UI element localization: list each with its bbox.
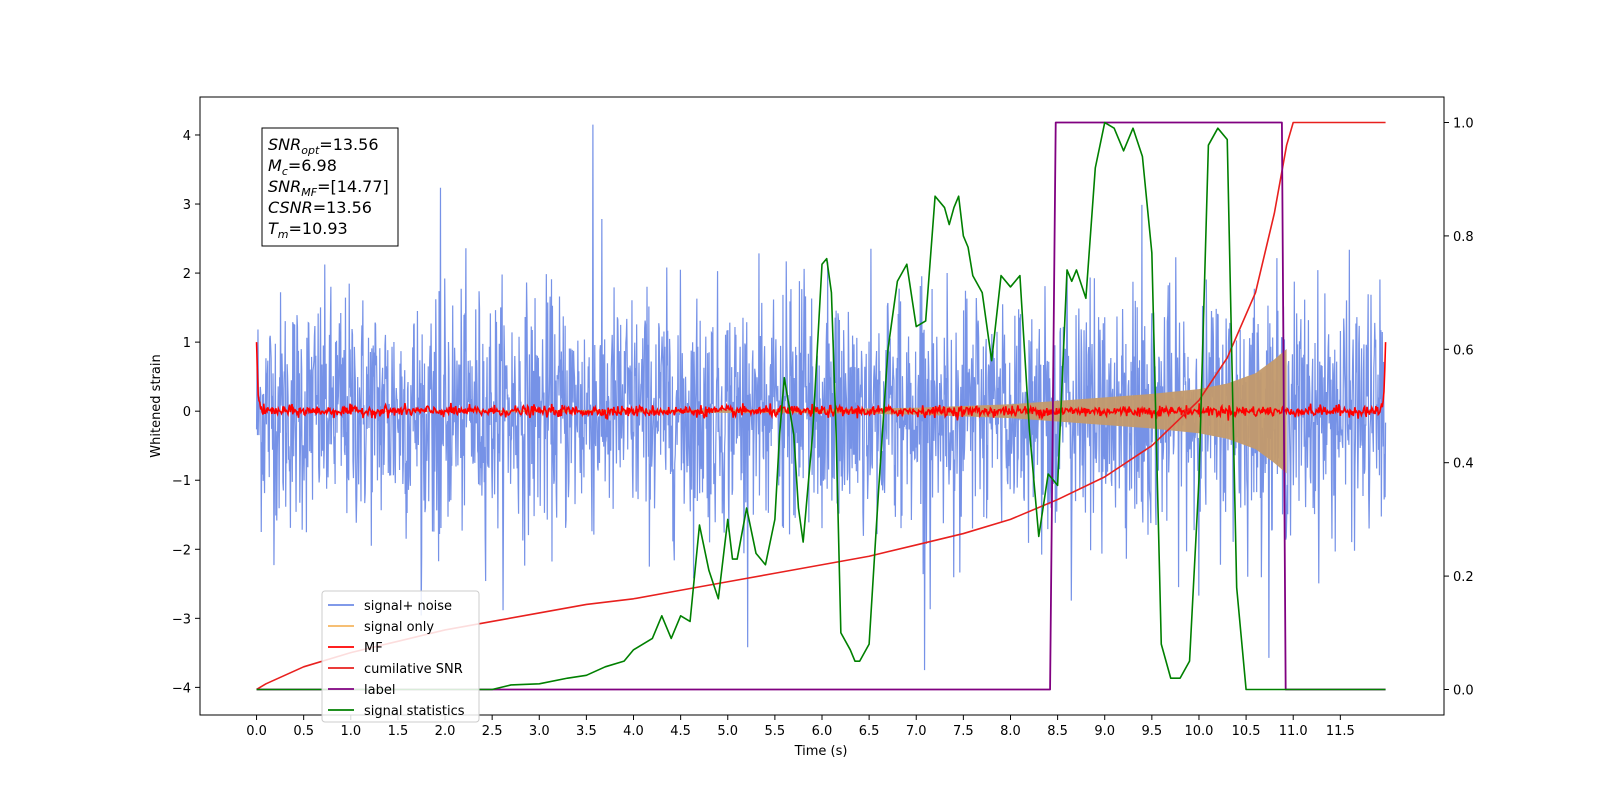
legend-label-text: cumilative SNR bbox=[364, 662, 463, 677]
x-tick-label: 1.5 bbox=[388, 724, 409, 739]
legend-label-text: signal only bbox=[364, 620, 434, 635]
x-tick-label: 2.0 bbox=[435, 724, 456, 739]
y-tick-label-right: 0.4 bbox=[1453, 457, 1474, 472]
x-tick-label: 6.0 bbox=[812, 724, 833, 739]
series-mf bbox=[255, 342, 1387, 421]
legend-label-text: label bbox=[364, 683, 395, 698]
x-tick-label: 7.0 bbox=[906, 724, 927, 739]
y-tick-label-right: 0.6 bbox=[1453, 343, 1474, 358]
series-signal-statistics bbox=[256, 121, 1386, 691]
legend-label-text: MF bbox=[364, 641, 383, 656]
y-tick-label-left: 2 bbox=[183, 267, 191, 282]
y-axis-left: 4 3 2 1 0 −1 −2 −3 −4 bbox=[172, 129, 200, 696]
x-tick-label: 2.5 bbox=[482, 724, 503, 739]
x-axis: 0.0 0.5 1.0 1.5 2.0 2.5 3.0 3.5 4.0 4.5 5.0 5.5 6.0 6… bbox=[246, 715, 1355, 739]
series-signal-noise bbox=[255, 124, 1387, 671]
x-tick-label: 4.0 bbox=[623, 724, 644, 739]
x-tick-label: 0.0 bbox=[246, 724, 267, 739]
y-tick-label-left: −3 bbox=[172, 612, 191, 627]
y-tick-label-left: 0 bbox=[183, 405, 191, 420]
x-tick-label: 4.5 bbox=[670, 724, 691, 739]
legend: signal+ noise signal only MF cumilative SNR… bbox=[321, 590, 480, 723]
series-signal-statistics-line bbox=[256, 121, 1386, 691]
x-tick-label: 3.5 bbox=[576, 724, 597, 739]
y-tick-label-left: 1 bbox=[183, 336, 191, 351]
legend-label-text: signal+ noise bbox=[364, 599, 452, 614]
y-tick-label-right: 0.2 bbox=[1453, 570, 1474, 585]
y-axis-label: Whitened strain bbox=[149, 354, 164, 457]
legend-mf: MF bbox=[328, 641, 383, 656]
x-tick-label: 11.0 bbox=[1279, 724, 1308, 739]
legend-label: label bbox=[328, 683, 395, 698]
signal-noise-line bbox=[255, 124, 1387, 671]
mf-line bbox=[255, 342, 1387, 421]
x-tick-label: 1.0 bbox=[340, 724, 361, 739]
legend-signal-noise: signal+ noise bbox=[328, 599, 452, 614]
legend-signal-statistics: signal statistics bbox=[328, 704, 465, 719]
x-tick-label: 11.5 bbox=[1326, 724, 1355, 739]
x-tick-label: 9.0 bbox=[1094, 724, 1115, 739]
x-tick-label: 8.0 bbox=[1000, 724, 1021, 739]
x-tick-label: 6.5 bbox=[859, 724, 880, 739]
y-tick-label-right: 1.0 bbox=[1453, 117, 1474, 132]
info-annotation-box: SNRopt=13.56 Mc=6.98 SNRMF=[14.77] CSNR=… bbox=[261, 127, 399, 247]
y-tick-label-left: −2 bbox=[172, 543, 191, 558]
legend-signal-only: signal only bbox=[328, 620, 434, 635]
snr-mf-text: SNRMF=[14.77] bbox=[268, 177, 389, 199]
y-tick-label-right: 0.0 bbox=[1453, 683, 1474, 698]
tm-text: Tm=10.93 bbox=[268, 219, 348, 241]
x-tick-label: 5.0 bbox=[717, 724, 738, 739]
mc-text: Mc=6.98 bbox=[268, 156, 337, 178]
x-tick-label: 5.5 bbox=[765, 724, 786, 739]
x-tick-label: 10.0 bbox=[1184, 724, 1213, 739]
x-tick-label: 9.5 bbox=[1142, 724, 1163, 739]
snr-opt-text: SNRopt=13.56 bbox=[268, 135, 379, 157]
csnr-text: CSNR=13.56 bbox=[268, 198, 372, 217]
y-tick-label-left: 4 bbox=[183, 129, 191, 144]
x-tick-label: 7.5 bbox=[953, 724, 974, 739]
y-tick-label-left: 3 bbox=[183, 198, 191, 213]
y-axis-right: 1.0 0.8 0.6 0.4 0.2 0.0 bbox=[1444, 117, 1474, 698]
y-tick-label-left: −1 bbox=[172, 474, 191, 489]
x-tick-label: 10.5 bbox=[1232, 724, 1261, 739]
x-tick-label: 0.5 bbox=[293, 724, 314, 739]
legend-cumulative-snr: cumilative SNR bbox=[328, 662, 463, 677]
y-tick-label-left: −4 bbox=[172, 681, 191, 696]
x-tick-label: 8.5 bbox=[1047, 724, 1068, 739]
legend-label-text: signal statistics bbox=[364, 704, 465, 719]
y-tick-label-right: 0.8 bbox=[1453, 230, 1474, 245]
x-tick-label: 3.0 bbox=[529, 724, 550, 739]
x-axis-label: Time (s) bbox=[794, 744, 848, 759]
